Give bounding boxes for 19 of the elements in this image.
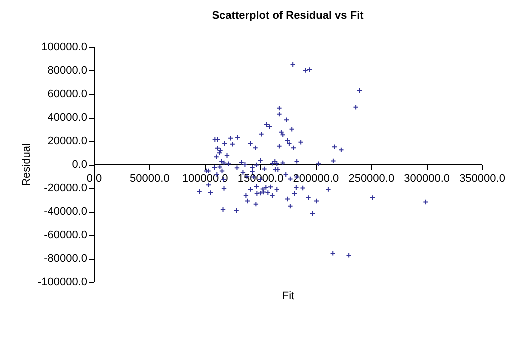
x-tick-label: 200000.0 (293, 173, 340, 185)
y-tick-label: -40000.0 (44, 206, 88, 218)
y-tick-label: 60000.0 (48, 88, 88, 100)
y-tick-label: 80000.0 (48, 65, 88, 77)
x-tick-label: 300000.0 (404, 173, 450, 185)
y-tick-label: 20000.0 (48, 136, 88, 148)
x-axis-title: Fit (282, 290, 295, 302)
y-tick-label: 40000.0 (48, 112, 88, 124)
y-axis-title: Residual (20, 144, 33, 186)
x-tick-label: 350000.0 (460, 173, 506, 185)
y-tick-label: 0.0 (72, 159, 88, 171)
y-tick-label: -60000.0 (44, 230, 88, 242)
x-tick-label: 50000.0 (130, 173, 170, 185)
y-tick-label: -20000.0 (44, 182, 88, 194)
y-tick-label: 100000.0 (42, 42, 88, 54)
x-tick-label: 250000.0 (348, 173, 395, 185)
y-tick-label: -100000.0 (38, 276, 88, 288)
y-tick-label: -80000.0 (44, 253, 88, 265)
chart-title: Scatterplot of Residual vs Fit (212, 10, 364, 22)
